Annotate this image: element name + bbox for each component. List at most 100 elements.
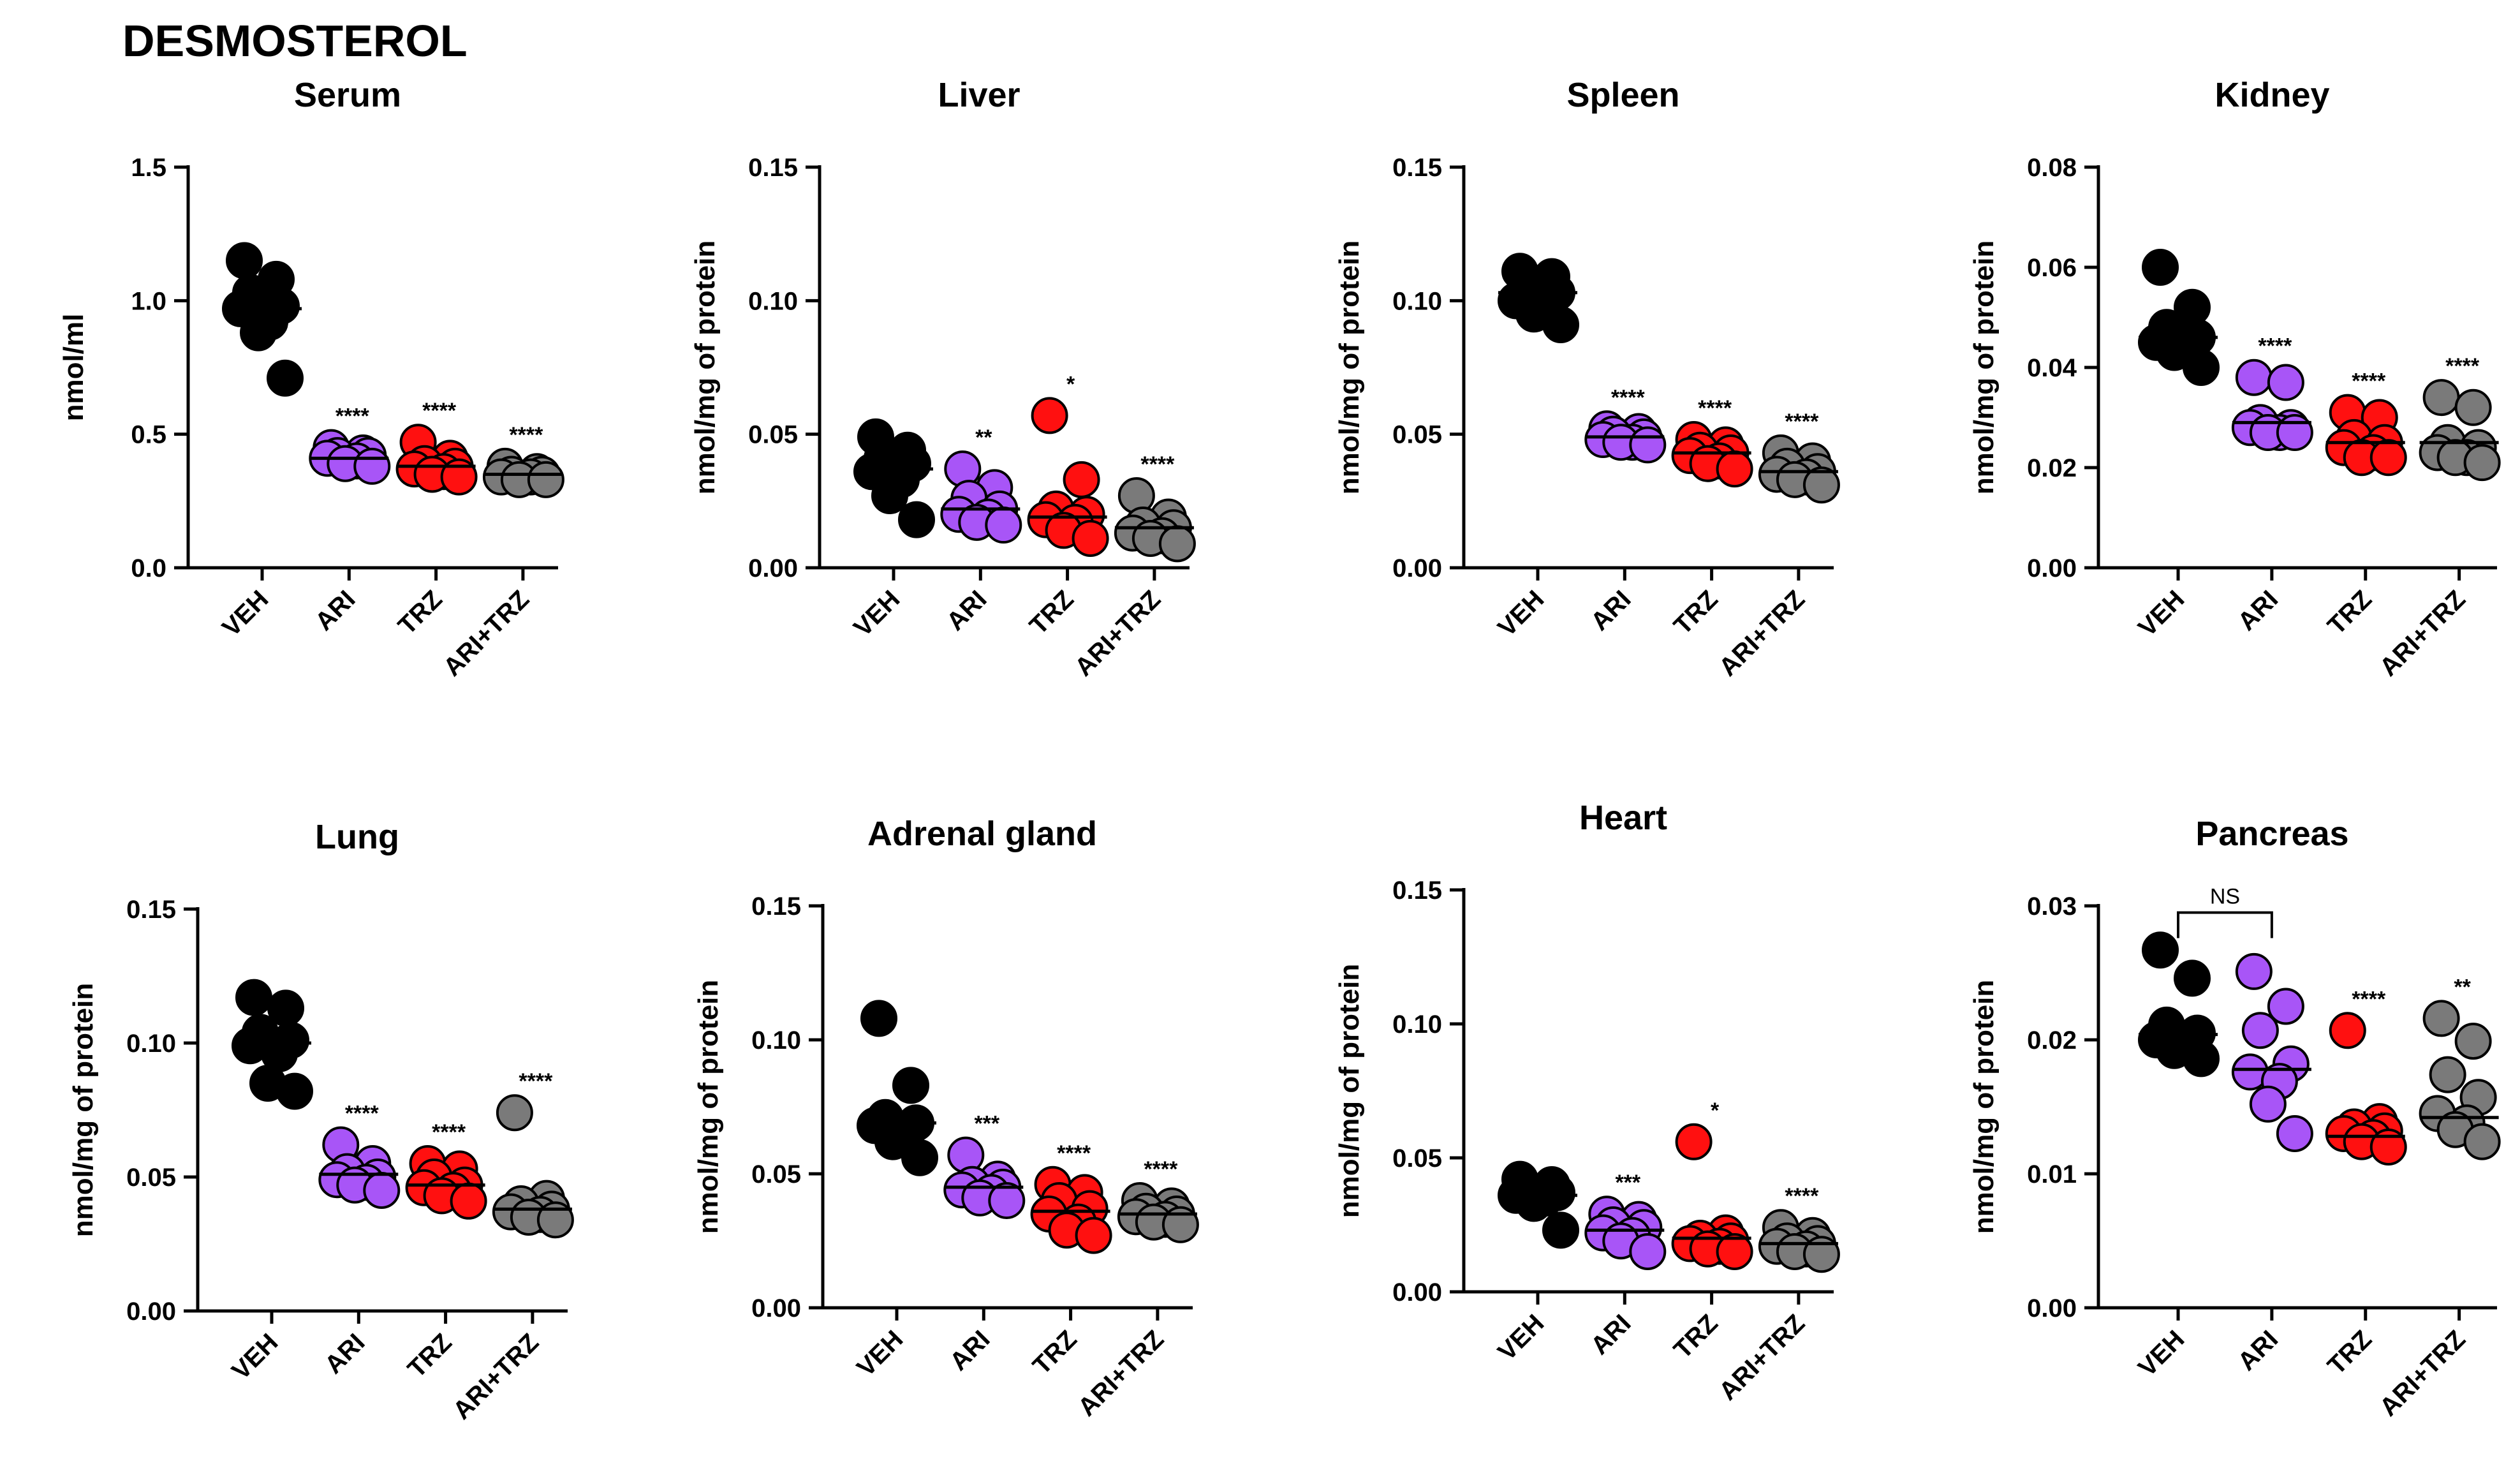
x-tick-label: VEH (217, 585, 274, 642)
x-tick-label: ARI (945, 1325, 996, 1376)
significance-label: **** (432, 1120, 466, 1144)
data-point (2183, 1040, 2220, 1077)
data-point (1075, 1217, 1112, 1254)
y-tick-label: 0.00 (751, 1294, 801, 1322)
y-tick-label: 0.0 (131, 554, 166, 582)
data-point (871, 477, 908, 514)
chart-panel-kidney: Kidney nmol/mg of protein 0.00 0.02 0.04 0.06… (1968, 76, 2501, 682)
panel-title: Kidney (2214, 76, 2329, 114)
x-tick-label: ARI+TRZ (2375, 1325, 2471, 1421)
data-point (988, 1182, 1026, 1219)
x-tick-label: ARI+TRZ (2375, 585, 2471, 681)
x-tick-label: VEH (848, 585, 905, 642)
x-tick-label: TRZ (1028, 1325, 1082, 1380)
significance-label: **** (422, 399, 457, 423)
figure-title: DESMOSTEROL (122, 16, 468, 66)
y-axis-label: nmol/ml (58, 314, 89, 422)
data-point (2267, 364, 2304, 401)
data-point (536, 1201, 574, 1239)
data-point (1542, 306, 1579, 344)
chart-panel-heart: Heart nmol/mg of protein 0.00 0.05 0.10 0.15 V… (1334, 799, 1840, 1406)
y-tick-label: 0.05 (126, 1164, 176, 1192)
y-tick-label: 0.02 (2027, 1026, 2077, 1055)
y-tick-label: 0.5 (131, 421, 166, 449)
significance-label: **** (2352, 987, 2386, 1011)
data-point (267, 359, 304, 397)
x-tick-label: ARI (941, 585, 992, 636)
chart-panel-adrenal-gland: Adrenal gland nmol/mg of protein 0.00 0.05 0… (693, 815, 1199, 1422)
x-tick-label: ARI+TRZ (1073, 1325, 1169, 1421)
y-axis-label: nmol/mg of protein (693, 980, 724, 1234)
data-point (440, 458, 478, 496)
x-tick-label: VEH (2133, 1325, 2190, 1382)
significance-label: **** (335, 404, 370, 429)
y-tick-label: 0.06 (2027, 254, 2077, 282)
data-point (901, 1139, 938, 1176)
x-tick-label: ARI (2232, 1325, 2283, 1376)
data-point (898, 501, 935, 538)
data-point (1515, 1185, 1552, 1222)
y-tick-label: 0.10 (126, 1030, 176, 1058)
data-point (1158, 525, 1196, 563)
x-tick-label: ARI+TRZ (438, 585, 534, 681)
x-tick-label: TRZ (1024, 585, 1079, 640)
data-point (1629, 1233, 1667, 1270)
y-tick-label: 0.03 (2027, 892, 2077, 921)
significance-label: *** (1615, 1171, 1640, 1195)
x-tick-label: ARI (310, 585, 361, 636)
significance-label: **** (1057, 1141, 1091, 1166)
y-axis-label: nmol/mg of protein (1968, 241, 2000, 494)
data-point (2276, 1115, 2313, 1152)
chart-panel-spleen: Spleen nmol/mg of protein 0.00 0.05 0.10 0.15… (1334, 76, 1840, 682)
y-tick-label: 0.15 (126, 896, 176, 924)
data-point (2463, 1123, 2501, 1160)
data-point (860, 1000, 897, 1037)
chart-panel-pancreas: Pancreas nmol/mg of protein 0.00 0.01 0.02 0.… (1968, 815, 2501, 1422)
data-point (1629, 426, 1667, 464)
x-tick-label: ARI (320, 1328, 371, 1379)
y-tick-label: 0.10 (1392, 1010, 1442, 1039)
x-tick-label: ARI+TRZ (1070, 585, 1166, 681)
chart-panel-lung: Lung nmol/mg of protein 0.00 0.05 0.10 0.15 VE… (68, 818, 574, 1425)
data-point (450, 1182, 487, 1220)
comparison-bracket (2177, 911, 2273, 938)
data-point (2369, 1129, 2407, 1166)
panel-title: Pancreas (2195, 815, 2348, 853)
data-point (1802, 466, 1840, 504)
significance-label: *** (974, 1112, 999, 1136)
data-point (2249, 1085, 2287, 1123)
x-tick-label: VEH (2133, 585, 2190, 642)
significance-label: **** (1698, 396, 1732, 420)
y-tick-label: 0.05 (748, 421, 798, 449)
x-tick-label: TRZ (1669, 1309, 1723, 1364)
y-axis-label: nmol/mg of protein (68, 983, 99, 1237)
y-tick-label: 0.15 (1392, 877, 1442, 905)
y-tick-label: 1.5 (131, 154, 166, 182)
x-tick-label: ARI (1586, 585, 1637, 636)
data-point (1063, 461, 1100, 498)
y-axis-label: nmol/mg of protein (1334, 241, 1365, 494)
significance-label: **** (2258, 334, 2292, 359)
y-tick-label: 0.15 (1392, 154, 1442, 182)
y-tick-label: 0.15 (751, 892, 801, 921)
data-point (2142, 931, 2179, 969)
x-tick-label: TRZ (2322, 585, 2377, 640)
data-point (2174, 959, 2211, 997)
x-tick-label: TRZ (1669, 585, 1723, 640)
significance-label: **** (1611, 385, 1646, 410)
panel-title: Heart (1579, 799, 1667, 837)
data-point (2369, 439, 2407, 477)
y-tick-label: 0.00 (126, 1298, 176, 1326)
significance-label: **** (1140, 452, 1175, 477)
significance-label: **** (1785, 1184, 1819, 1208)
data-point (1675, 1123, 1713, 1160)
data-point (2142, 249, 2179, 286)
data-point (496, 1094, 533, 1132)
x-tick-label: VEH (1492, 1309, 1549, 1366)
data-point (1031, 397, 1068, 434)
y-tick-label: 0.10 (748, 287, 798, 315)
chart-panel-serum: Serum nmol/ml 0.0 0.5 1.0 1.5 VEH ARI **** TRZ ***… (58, 76, 564, 682)
y-axis-label: nmol/mg of protein (1334, 964, 1365, 1218)
data-point (2241, 1012, 2279, 1049)
